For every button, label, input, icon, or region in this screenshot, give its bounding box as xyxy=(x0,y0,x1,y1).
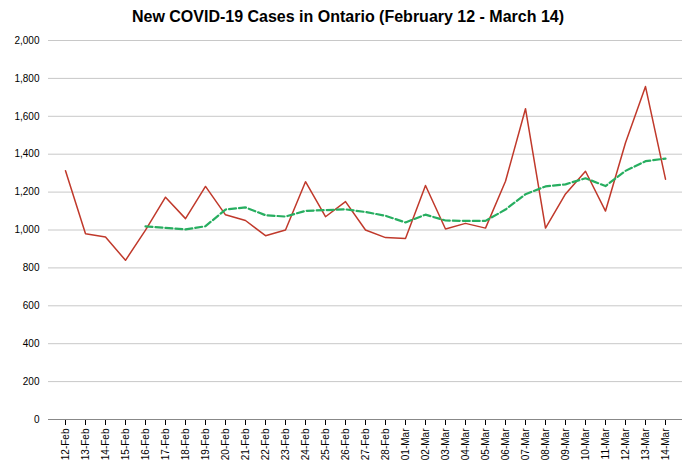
svg-text:1,600: 1,600 xyxy=(14,111,39,122)
svg-text:0: 0 xyxy=(34,414,40,425)
svg-text:08-Mar: 08-Mar xyxy=(540,428,551,460)
svg-text:28-Feb: 28-Feb xyxy=(380,428,391,460)
svg-text:17-Feb: 17-Feb xyxy=(160,428,171,460)
svg-text:12-Feb: 12-Feb xyxy=(60,428,71,460)
svg-text:07-Mar: 07-Mar xyxy=(520,428,531,460)
svg-text:27-Feb: 27-Feb xyxy=(360,428,371,460)
svg-text:05-Mar: 05-Mar xyxy=(480,428,491,460)
svg-text:14-Feb: 14-Feb xyxy=(100,428,111,460)
svg-text:22-Feb: 22-Feb xyxy=(260,428,271,460)
svg-text:200: 200 xyxy=(23,376,40,387)
html-text:New COVID-19 Cases in Ontario: New COVID-19 Cases in Ontario (February … xyxy=(131,8,565,25)
svg-text:12-Mar: 12-Mar xyxy=(620,428,631,460)
svg-text:23-Feb: 23-Feb xyxy=(280,428,291,460)
svg-text:18-Feb: 18-Feb xyxy=(180,428,191,460)
svg-text:01-Mar: 01-Mar xyxy=(400,428,411,460)
svg-text:02-Mar: 02-Mar xyxy=(420,428,431,460)
svg-text:10-Mar: 10-Mar xyxy=(580,428,591,460)
svg-text:21-Feb: 21-Feb xyxy=(240,428,251,460)
svg-text:2,000: 2,000 xyxy=(14,35,39,46)
svg-text:400: 400 xyxy=(23,338,40,349)
svg-text:20-Feb: 20-Feb xyxy=(220,428,231,460)
svg-text:25-Feb: 25-Feb xyxy=(320,428,331,460)
svg-text:24-Feb: 24-Feb xyxy=(300,428,311,460)
svg-text:04-Mar: 04-Mar xyxy=(460,428,471,460)
svg-text:26-Feb: 26-Feb xyxy=(340,428,351,460)
svg-text:1,200: 1,200 xyxy=(14,186,39,197)
svg-text:1,800: 1,800 xyxy=(14,73,39,84)
svg-text:11-Mar: 11-Mar xyxy=(600,428,611,460)
svg-text:15-Feb: 15-Feb xyxy=(120,428,131,460)
svg-text:09-Mar: 09-Mar xyxy=(560,428,571,460)
svg-text:14-Mar: 14-Mar xyxy=(660,428,671,460)
svg-text:16-Feb: 16-Feb xyxy=(140,428,151,460)
svg-text:1,000: 1,000 xyxy=(14,224,39,235)
svg-text:600: 600 xyxy=(23,300,40,311)
svg-text:800: 800 xyxy=(23,262,40,273)
svg-text:19-Feb: 19-Feb xyxy=(200,428,211,460)
svg-text:13-Mar: 13-Mar xyxy=(640,428,651,460)
svg-text:13-Feb: 13-Feb xyxy=(80,428,91,460)
svg-text:06-Mar: 06-Mar xyxy=(500,428,511,460)
svg-text:1,400: 1,400 xyxy=(14,148,39,159)
svg-text:03-Mar: 03-Mar xyxy=(440,428,451,460)
